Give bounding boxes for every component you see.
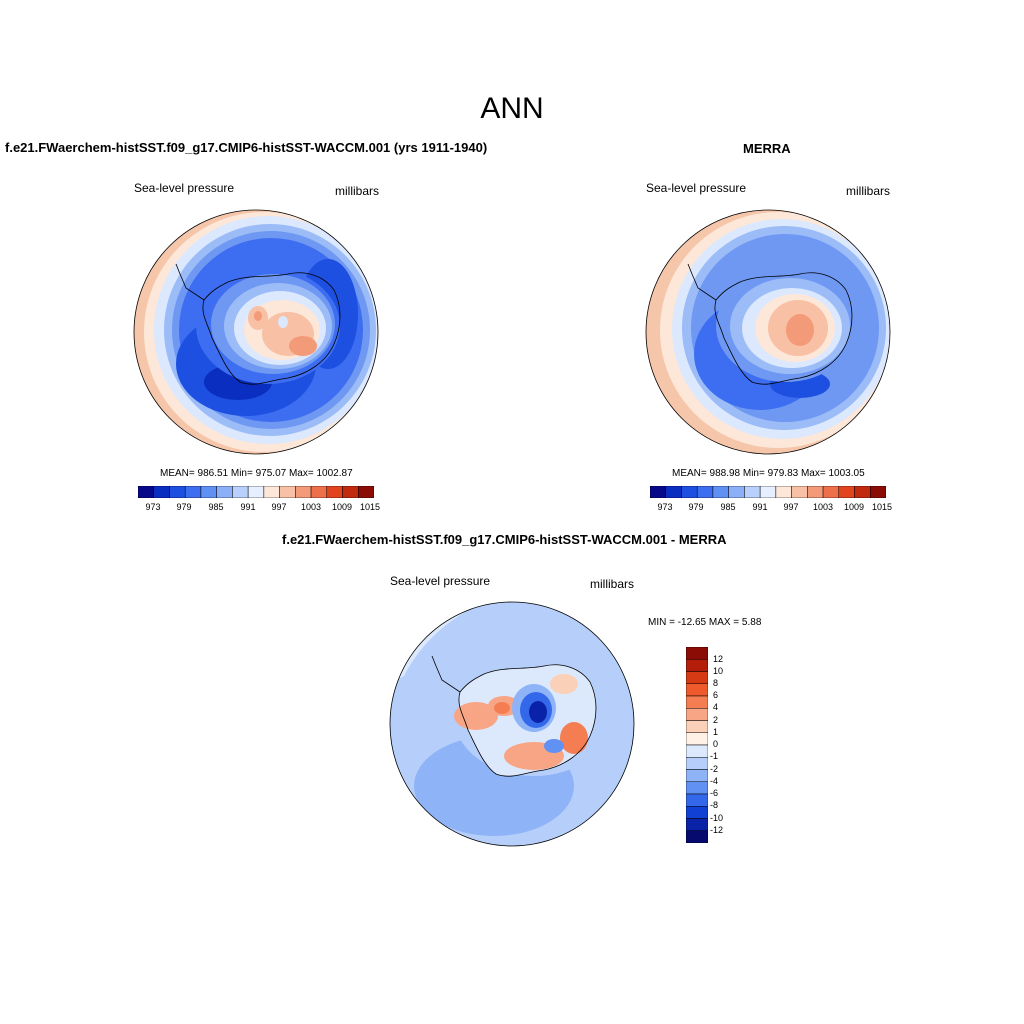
colorbar-2 bbox=[650, 486, 886, 498]
colorbar-1-tick: 973 bbox=[145, 502, 161, 512]
colorbar-2-tick: 973 bbox=[657, 502, 673, 512]
colorbar-3-label: 2 bbox=[713, 715, 719, 725]
colorbar-swatch bbox=[686, 769, 708, 782]
colorbar-swatch bbox=[310, 486, 328, 498]
panel-2-units: millibars bbox=[846, 184, 891, 198]
colorbar-3-label: -4 bbox=[710, 776, 719, 786]
panel-3-units: millibars bbox=[590, 577, 635, 591]
colorbar-swatch bbox=[728, 486, 745, 498]
colorbar-swatch bbox=[822, 486, 840, 498]
colorbar-swatch bbox=[138, 486, 154, 498]
colorbar-swatch bbox=[153, 486, 170, 498]
panel-2-stats: MEAN= 988.98 Min= 979.83 Max= 1003.05 bbox=[672, 468, 865, 479]
colorbar-swatch bbox=[650, 486, 666, 498]
colorbar-3-label: -10 bbox=[710, 813, 724, 823]
colorbar-3-label: -8 bbox=[710, 800, 719, 810]
colorbar-1-tick: 1003 bbox=[300, 502, 322, 512]
colorbar-swatch bbox=[326, 486, 343, 498]
panel-1-variable: Sea-level pressure bbox=[134, 181, 235, 195]
colorbar-swatch bbox=[342, 486, 359, 498]
colorbar-1-tick: 1015 bbox=[359, 502, 381, 512]
colorbar-swatch bbox=[686, 744, 708, 758]
panel-2-polar-map bbox=[645, 209, 891, 455]
colorbar-3-label: 10 bbox=[713, 666, 724, 676]
colorbar-swatch bbox=[200, 486, 217, 498]
colorbar-swatch bbox=[232, 486, 249, 498]
panel-2-variable: Sea-level pressure bbox=[646, 181, 747, 195]
colorbar-swatch bbox=[686, 830, 708, 843]
colorbar-swatch bbox=[807, 486, 824, 498]
colorbar-swatch bbox=[775, 486, 792, 498]
colorbar-2-tick: 997 bbox=[783, 502, 799, 512]
colorbar-swatch bbox=[854, 486, 871, 498]
colorbar-swatch bbox=[686, 683, 708, 697]
colorbar-1-tick: 1009 bbox=[331, 502, 353, 512]
colorbar-2-tick: 1003 bbox=[812, 502, 834, 512]
panel-1-title: f.e21.FWaerchem-histSST.f09_g17.CMIP6-hi… bbox=[5, 140, 488, 155]
panel-3-polar-map bbox=[389, 601, 635, 847]
colorbar-3-label: 6 bbox=[713, 690, 719, 700]
colorbar-swatch bbox=[686, 671, 708, 684]
colorbar-swatch bbox=[686, 818, 708, 831]
colorbar-3-label: -12 bbox=[710, 825, 724, 835]
colorbar-swatch bbox=[686, 757, 708, 770]
panel-3-variable: Sea-level pressure bbox=[390, 574, 491, 588]
colorbar-1-tick: 991 bbox=[240, 502, 256, 512]
colorbar-2-ticks: 973 979 985 991 997 1003 1009 1015 bbox=[650, 502, 892, 514]
colorbar-2-tick: 1009 bbox=[843, 502, 865, 512]
colorbar-swatch bbox=[838, 486, 855, 498]
colorbar-swatch bbox=[686, 647, 708, 660]
colorbar-swatch bbox=[184, 486, 202, 498]
panel-2-title: MERRA bbox=[743, 141, 791, 156]
colorbar-1-tick: 997 bbox=[271, 502, 287, 512]
colorbar-2-tick: 979 bbox=[688, 502, 704, 512]
colorbar-swatch bbox=[216, 486, 233, 498]
colorbar-3-label: 0 bbox=[713, 739, 719, 749]
panel-3-title: f.e21.FWaerchem-histSST.f09_g17.CMIP6-hi… bbox=[282, 532, 727, 547]
colorbar-swatch bbox=[263, 486, 280, 498]
colorbar-swatch bbox=[358, 486, 374, 498]
colorbar-swatch bbox=[686, 781, 708, 795]
colorbar-swatch bbox=[681, 486, 698, 498]
colorbar-swatch bbox=[791, 486, 808, 498]
colorbar-3: 12 10 8 6 4 2 1 0 -1 -2 -4 -6 -8 -10 -12 bbox=[686, 647, 746, 843]
colorbar-3-label: 8 bbox=[713, 678, 719, 688]
colorbar-1-ticks: 973 979 985 991 997 1003 1009 1015 bbox=[138, 502, 380, 514]
colorbar-1-tick: 979 bbox=[176, 502, 192, 512]
figure-title: ANN bbox=[480, 92, 544, 125]
colorbar-3-label: 4 bbox=[713, 702, 719, 712]
colorbar-3-label: -1 bbox=[710, 751, 719, 761]
colorbar-swatch bbox=[169, 486, 186, 498]
colorbar-3-label: 1 bbox=[713, 727, 719, 737]
colorbar-3-label: 12 bbox=[713, 654, 724, 664]
colorbar-swatch bbox=[870, 486, 886, 498]
colorbar-swatch bbox=[665, 486, 682, 498]
colorbar-swatch bbox=[686, 708, 708, 721]
colorbar-swatch bbox=[247, 486, 265, 498]
panel-3-stats: MIN = -12.65 MAX = 5.88 bbox=[648, 617, 762, 628]
panel-1-units: millibars bbox=[335, 184, 380, 198]
colorbar-2-tick: 985 bbox=[720, 502, 736, 512]
colorbar-3-label: -2 bbox=[710, 764, 719, 774]
colorbar-swatch bbox=[686, 720, 708, 733]
colorbar-swatch bbox=[759, 486, 777, 498]
colorbar-swatch bbox=[279, 486, 296, 498]
colorbar-swatch bbox=[686, 793, 708, 807]
colorbar-swatch bbox=[686, 732, 708, 746]
colorbar-2-tick: 1015 bbox=[871, 502, 893, 512]
colorbar-swatch bbox=[744, 486, 761, 498]
colorbar-swatch bbox=[686, 695, 708, 709]
colorbar-1 bbox=[138, 486, 374, 498]
panel-1-polar-map bbox=[133, 209, 379, 455]
colorbar-swatch bbox=[712, 486, 729, 498]
colorbar-2-tick: 991 bbox=[752, 502, 768, 512]
colorbar-swatch bbox=[686, 806, 708, 819]
colorbar-swatch bbox=[696, 486, 714, 498]
colorbar-3-label: -6 bbox=[710, 788, 719, 798]
colorbar-swatch bbox=[295, 486, 312, 498]
panel-1-stats: MEAN= 986.51 Min= 975.07 Max= 1002.87 bbox=[160, 468, 353, 479]
colorbar-swatch bbox=[686, 659, 708, 672]
colorbar-1-tick: 985 bbox=[208, 502, 224, 512]
